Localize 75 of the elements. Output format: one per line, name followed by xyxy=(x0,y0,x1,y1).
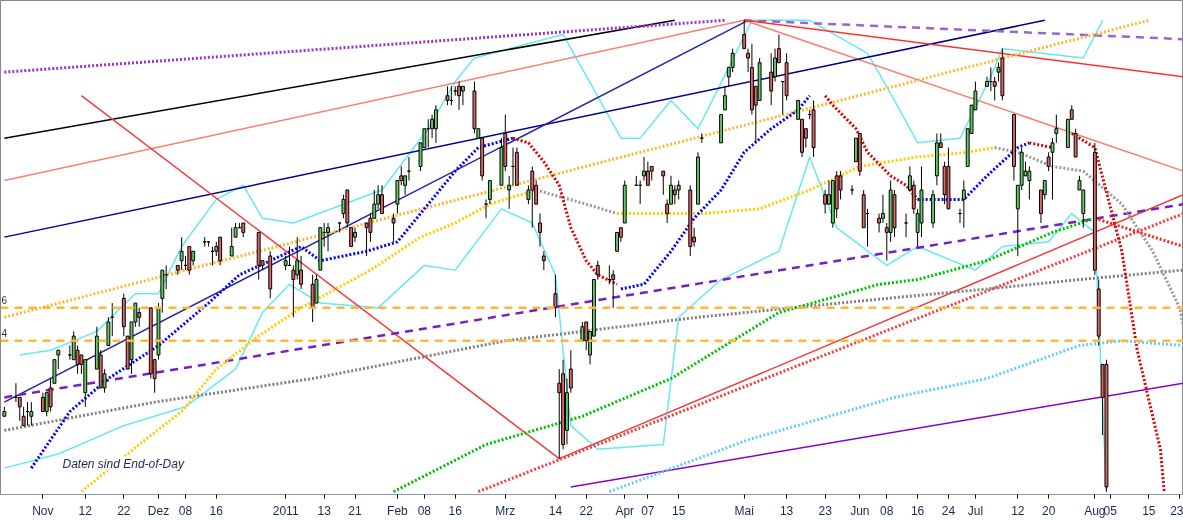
candlestick xyxy=(218,236,223,266)
x-tick-label: 12 xyxy=(78,503,93,518)
candlestick xyxy=(229,227,234,257)
candlestick xyxy=(1073,128,1078,158)
x-tick-label: 16 xyxy=(448,503,463,518)
candlestick xyxy=(538,213,542,248)
x-tick-label: 16 xyxy=(209,503,224,518)
x-tick-label: 23 xyxy=(1170,503,1183,518)
x-tick-label: 22 xyxy=(117,503,131,518)
x-tick-label: 12 xyxy=(1011,503,1025,518)
candlestick xyxy=(460,85,465,106)
x-tick-label: 20 xyxy=(1041,503,1056,518)
x-tick-label: 14 xyxy=(548,503,563,518)
candlestick xyxy=(723,85,727,111)
x-tick-label: Jul xyxy=(967,503,984,518)
x-tick-label: Mai xyxy=(734,503,754,518)
candlestick xyxy=(326,222,330,252)
candlestick xyxy=(349,227,354,248)
candlestick xyxy=(40,392,45,413)
candlestick xyxy=(642,156,646,182)
x-tick-label: 15 xyxy=(672,503,686,518)
candlestick xyxy=(353,227,357,243)
x-tick-label: 24 xyxy=(941,503,956,518)
x-tick-label: Apr xyxy=(615,503,635,518)
x-tick-label: Feb xyxy=(387,503,409,518)
candlestick xyxy=(961,180,966,229)
x-tick-label: 22 xyxy=(579,503,594,518)
x-tick-label: 21 xyxy=(348,503,363,518)
candlestick xyxy=(106,316,111,347)
candlestick xyxy=(557,368,562,460)
candlestick xyxy=(553,274,558,318)
x-tick-label: 16 xyxy=(910,503,925,518)
candlestick xyxy=(1027,165,1032,200)
candlestick xyxy=(1050,137,1055,200)
candlestick xyxy=(676,180,681,200)
x-tick-label: Nov xyxy=(32,503,54,518)
candlestick xyxy=(21,406,26,427)
x-tick-label: 2011 xyxy=(272,503,299,518)
candlestick xyxy=(541,250,546,271)
candlestick xyxy=(29,401,34,427)
x-tick-label: 13 xyxy=(779,503,794,518)
candlestick xyxy=(742,19,747,50)
x-tick-label: 07 xyxy=(641,503,655,518)
annotation: 4 xyxy=(1,327,8,339)
candlestick xyxy=(291,264,296,318)
candlestick xyxy=(507,175,512,210)
candlestick xyxy=(433,104,438,144)
x-tick-label: Dez xyxy=(147,503,170,518)
candlestick xyxy=(645,161,650,186)
annotation: Daten sind End-of-Day xyxy=(62,456,185,471)
x-tick-label: 23 xyxy=(818,503,833,518)
candlestick xyxy=(1054,114,1059,144)
candlestick xyxy=(661,170,666,196)
candlestick xyxy=(179,236,184,271)
candlestick xyxy=(611,269,616,309)
annotation: 6 xyxy=(1,294,8,306)
x-tick-label: 08 xyxy=(178,503,193,518)
candlestick xyxy=(672,184,677,205)
x-tick-label: 08 xyxy=(417,503,432,518)
candlestick xyxy=(615,231,619,252)
x-tick-label: Mrz xyxy=(495,503,516,518)
x-tick-label: 08 xyxy=(880,503,894,518)
x-tick-label: 13 xyxy=(317,503,332,518)
x-tick-label: Jun xyxy=(850,503,870,518)
candlestick xyxy=(457,81,461,111)
candlestick xyxy=(769,52,774,106)
candlestick xyxy=(823,189,828,215)
candlestick xyxy=(364,222,369,257)
x-tick-label: Aug xyxy=(1084,503,1106,518)
candlestick xyxy=(380,184,384,215)
candlestick xyxy=(850,184,855,196)
candlestick xyxy=(391,213,396,243)
x-tick-label: 15 xyxy=(1142,503,1156,518)
candlestick xyxy=(530,165,535,229)
candlestick xyxy=(445,85,450,106)
